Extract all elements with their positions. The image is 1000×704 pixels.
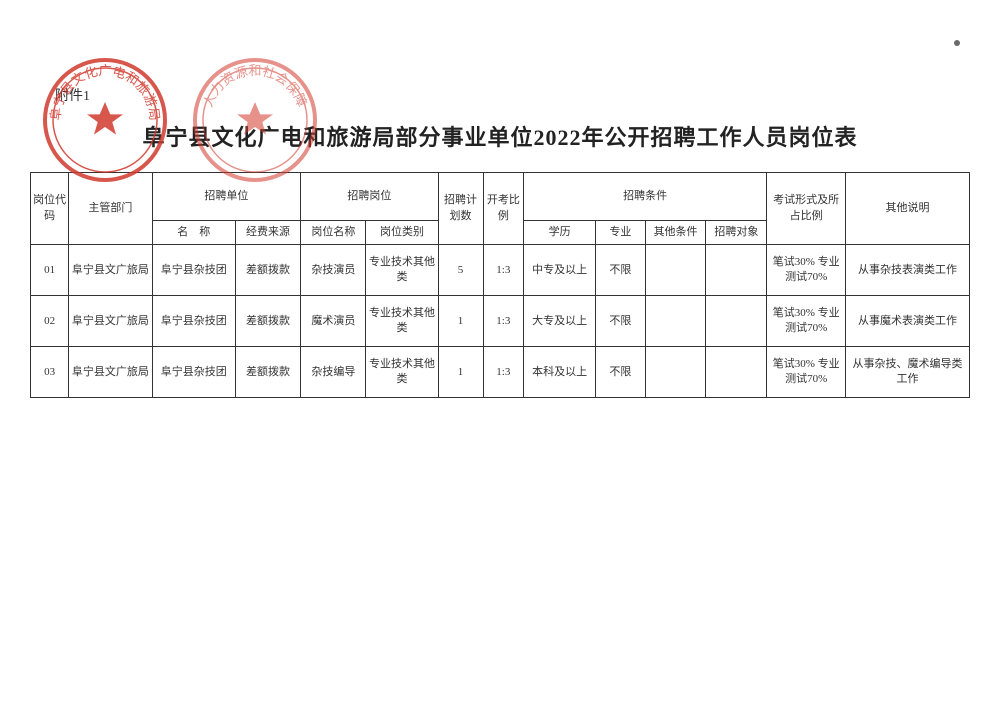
cell-unit_fund: 差额拨款	[235, 347, 300, 398]
cell-unit_fund: 差额拨款	[235, 245, 300, 296]
cell-post_cat: 专业技术其他类	[366, 347, 438, 398]
cell-note: 从事杂技、魔术编导类工作	[846, 347, 970, 398]
table-row: 02阜宁县文广旅局阜宁县杂技团差额拨款魔术演员专业技术其他类11:3大专及以上不…	[31, 296, 970, 347]
cell-code: 03	[31, 347, 69, 398]
cell-edu: 中专及以上	[524, 245, 596, 296]
header-row-1: 岗位代码 主管部门 招聘单位 招聘岗位 招聘计划数 开考比例 招聘条件 考试形式…	[31, 173, 970, 221]
cell-ratio: 1:3	[483, 245, 524, 296]
th-unit-name: 名 称	[152, 221, 235, 245]
cell-ratio: 1:3	[483, 296, 524, 347]
table-head: 岗位代码 主管部门 招聘单位 招聘岗位 招聘计划数 开考比例 招聘条件 考试形式…	[31, 173, 970, 245]
th-code: 岗位代码	[31, 173, 69, 245]
cell-major: 不限	[596, 296, 646, 347]
cell-code: 02	[31, 296, 69, 347]
cell-edu: 本科及以上	[524, 347, 596, 398]
cell-post_name: 杂技编导	[301, 347, 366, 398]
th-ratio: 开考比例	[483, 173, 524, 245]
th-unit-fund: 经费来源	[235, 221, 300, 245]
seal2-text: 人力资源和社会保障	[200, 63, 310, 109]
positions-table: 岗位代码 主管部门 招聘单位 招聘岗位 招聘计划数 开考比例 招聘条件 考试形式…	[30, 172, 970, 398]
cell-edu: 大专及以上	[524, 296, 596, 347]
cell-note: 从事魔术表演类工作	[846, 296, 970, 347]
th-cond-target: 招聘对象	[706, 221, 767, 245]
cell-dept: 阜宁县文广旅局	[69, 296, 152, 347]
th-cond-edu: 学历	[524, 221, 596, 245]
cell-major: 不限	[596, 347, 646, 398]
cell-code: 01	[31, 245, 69, 296]
th-post-name: 岗位名称	[301, 221, 366, 245]
th-dept: 主管部门	[69, 173, 152, 245]
attachment-label: 附件1	[55, 85, 90, 105]
cell-exam: 笔试30% 专业测试70%	[767, 245, 846, 296]
cell-exam: 笔试30% 专业测试70%	[767, 347, 846, 398]
page-title: 阜宁县文化广电和旅游局部分事业单位2022年公开招聘工作人员岗位表	[30, 120, 970, 152]
cell-post_name: 魔术演员	[301, 296, 366, 347]
cell-dept: 阜宁县文广旅局	[69, 245, 152, 296]
cell-exam: 笔试30% 专业测试70%	[767, 296, 846, 347]
cell-target	[706, 347, 767, 398]
cell-unit_name: 阜宁县杂技团	[152, 347, 235, 398]
th-note: 其他说明	[846, 173, 970, 245]
th-cond-group: 招聘条件	[524, 173, 767, 221]
cell-major: 不限	[596, 245, 646, 296]
cell-post_cat: 专业技术其他类	[366, 245, 438, 296]
document-page: 附件1 阜宁县文化广电和旅游局 人力资源和社会保障	[0, 0, 1000, 704]
table-row: 01阜宁县文广旅局阜宁县杂技团差额拨款杂技演员专业技术其他类51:3中专及以上不…	[31, 245, 970, 296]
th-plan: 招聘计划数	[438, 173, 483, 245]
table-body: 01阜宁县文广旅局阜宁县杂技团差额拨款杂技演员专业技术其他类51:3中专及以上不…	[31, 245, 970, 398]
th-unit-group: 招聘单位	[152, 173, 301, 221]
cell-dept: 阜宁县文广旅局	[69, 347, 152, 398]
cell-unit_name: 阜宁县杂技团	[152, 245, 235, 296]
th-post-cat: 岗位类别	[366, 221, 438, 245]
cell-plan: 1	[438, 347, 483, 398]
th-cond-other: 其他条件	[645, 221, 706, 245]
cell-plan: 5	[438, 245, 483, 296]
th-exam: 考试形式及所占比例	[767, 173, 846, 245]
cell-other	[645, 296, 706, 347]
cell-unit_name: 阜宁县杂技团	[152, 296, 235, 347]
svg-text:人力资源和社会保障: 人力资源和社会保障	[200, 63, 310, 109]
cell-post_name: 杂技演员	[301, 245, 366, 296]
cell-target	[706, 296, 767, 347]
cell-unit_fund: 差额拨款	[235, 296, 300, 347]
cell-plan: 1	[438, 296, 483, 347]
cell-target	[706, 245, 767, 296]
cell-note: 从事杂技表演类工作	[846, 245, 970, 296]
cell-other	[645, 347, 706, 398]
cell-post_cat: 专业技术其他类	[366, 296, 438, 347]
cell-ratio: 1:3	[483, 347, 524, 398]
cell-other	[645, 245, 706, 296]
scan-mark	[954, 40, 960, 46]
table-row: 03阜宁县文广旅局阜宁县杂技团差额拨款杂技编导专业技术其他类11:3本科及以上不…	[31, 347, 970, 398]
th-cond-major: 专业	[596, 221, 646, 245]
th-post-group: 招聘岗位	[301, 173, 438, 221]
